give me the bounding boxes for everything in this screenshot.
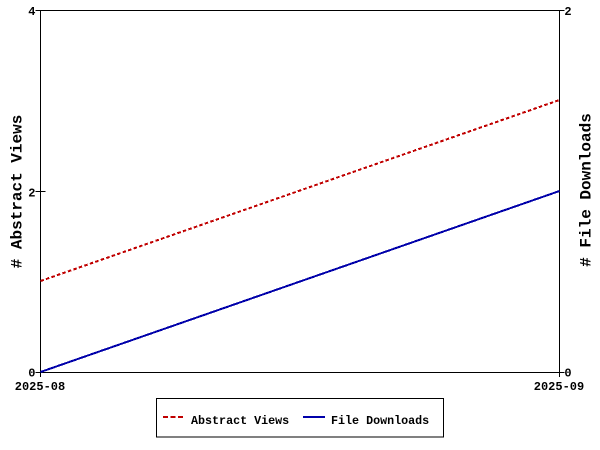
svg-text:0: 0 [564, 367, 571, 381]
svg-text:4: 4 [28, 5, 35, 19]
svg-text:2: 2 [28, 186, 35, 200]
svg-text:# Abstract Views: # Abstract Views [9, 115, 27, 269]
svg-text:2025-09: 2025-09 [534, 380, 584, 394]
svg-text:File Downloads: File Downloads [331, 414, 429, 428]
svg-text:# File Downloads: # File Downloads [578, 113, 596, 267]
svg-text:2: 2 [564, 5, 571, 19]
svg-text:Abstract Views: Abstract Views [191, 414, 289, 428]
svg-text:2025-08: 2025-08 [15, 380, 65, 394]
svg-text:0: 0 [28, 367, 35, 381]
